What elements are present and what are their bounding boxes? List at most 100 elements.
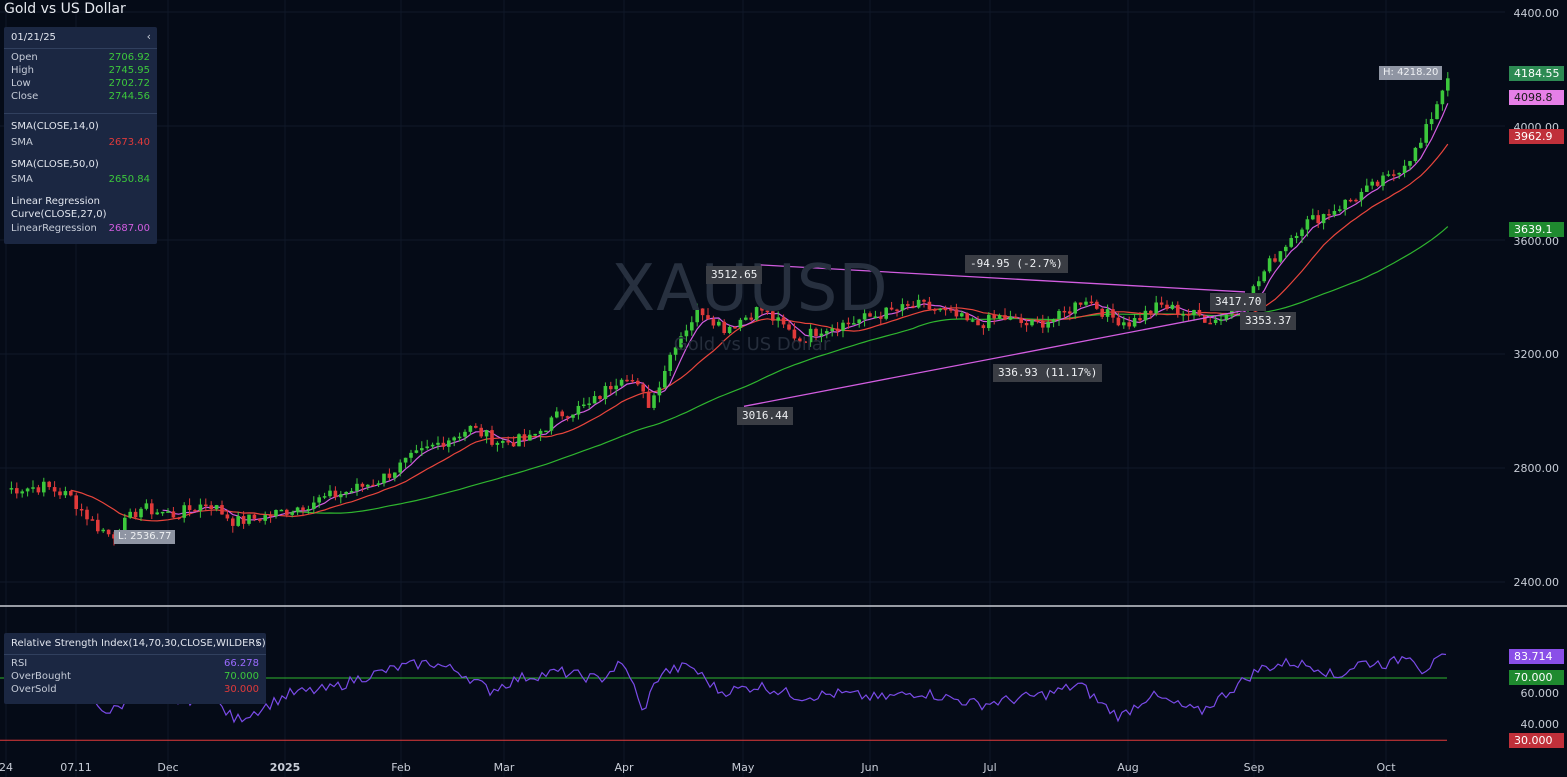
candle-body — [484, 430, 489, 437]
candle — [906, 300, 910, 310]
candle — [1186, 308, 1191, 322]
sma14-name: SMA(CLOSE,14,0) — [11, 121, 99, 132]
candle — [1370, 178, 1374, 190]
candle-body — [560, 411, 564, 417]
rsi-y-tick-label: 60.000 — [1520, 687, 1560, 700]
rsi-collapse-chevron-icon[interactable]: ‹ — [255, 636, 260, 649]
candle — [133, 508, 138, 520]
candle-body — [717, 321, 721, 326]
candle-body — [441, 442, 446, 447]
candle-body — [344, 491, 348, 495]
candle-body — [781, 317, 786, 325]
candle-body — [571, 414, 575, 418]
candle-body — [1381, 175, 1385, 186]
candle — [1284, 244, 1288, 259]
candle-body — [236, 516, 240, 526]
candle-body — [452, 437, 456, 441]
candle — [306, 505, 311, 514]
candle-body — [295, 507, 300, 513]
candle — [976, 315, 980, 326]
candle-body — [290, 512, 294, 515]
candle-body — [630, 379, 635, 382]
candle-body — [306, 509, 311, 511]
candle — [900, 298, 905, 317]
candle — [166, 508, 170, 513]
candle-body — [1262, 271, 1266, 282]
candle — [841, 319, 845, 338]
candle — [598, 395, 602, 402]
candle-body — [668, 354, 672, 372]
candle-body — [1138, 318, 1142, 321]
candle-body — [322, 496, 327, 498]
candle-body — [1354, 199, 1358, 202]
candle-body — [1359, 191, 1364, 201]
candle-body — [268, 515, 273, 517]
candle-body — [684, 330, 689, 337]
rsi-value-row: RSI 66.278 — [11, 658, 259, 669]
candle-body — [1159, 302, 1164, 305]
candle — [814, 327, 818, 342]
x-tick-label: Aug — [1117, 761, 1139, 774]
candle-body — [803, 341, 807, 343]
upper-trend-end-label: 3417.70 — [1210, 293, 1267, 311]
linreg-row: LinearRegression 2687.00 — [11, 223, 150, 234]
high-label: H: 4218.20 — [1379, 66, 1443, 80]
candle-body — [1392, 174, 1396, 176]
candle — [1273, 253, 1277, 263]
candle-body — [646, 391, 651, 408]
candle-body — [1257, 281, 1261, 287]
candle — [981, 323, 986, 335]
collapse-chevron-icon[interactable]: ‹ — [146, 30, 151, 43]
candle-body — [776, 317, 780, 321]
candle — [20, 489, 24, 498]
candles-group — [9, 72, 1450, 546]
candle-body — [787, 324, 791, 330]
upper-trendline — [759, 264, 1246, 293]
candle — [355, 478, 359, 496]
candle-body — [376, 483, 381, 486]
candle — [587, 397, 591, 410]
candle-body — [1278, 251, 1283, 262]
candle — [1332, 204, 1337, 218]
candle — [1267, 255, 1272, 274]
candle-body — [150, 503, 154, 515]
candle-body — [960, 313, 964, 317]
lower-trend-change-label: 336.93 (11.17%) — [993, 364, 1103, 382]
candle — [490, 425, 494, 447]
sma14-price-tag: 3962.9 — [1509, 129, 1564, 144]
candle — [992, 310, 996, 325]
candle-body — [544, 430, 548, 433]
candle — [733, 325, 737, 329]
candle — [1100, 307, 1104, 319]
candle-body — [403, 457, 408, 463]
candle-body — [47, 481, 51, 488]
candle — [700, 308, 705, 321]
last-price-tag: 4184.55 — [1509, 66, 1564, 81]
linreg-line — [162, 103, 1449, 521]
candle — [74, 492, 78, 516]
candle-body — [31, 487, 35, 489]
candle-body — [965, 313, 969, 321]
candle — [663, 365, 667, 389]
candle-body — [1343, 199, 1347, 210]
candle — [852, 316, 856, 325]
candle — [474, 423, 478, 429]
candle-body — [976, 320, 980, 326]
candle-body — [1186, 314, 1191, 316]
candle — [1208, 317, 1212, 325]
candle-body — [1073, 302, 1077, 314]
candle — [517, 433, 521, 447]
candle — [333, 486, 338, 501]
candle — [295, 506, 300, 516]
candle — [857, 318, 861, 328]
candle — [1402, 159, 1407, 178]
candle — [879, 311, 883, 326]
candle — [1089, 295, 1094, 306]
candle — [1014, 313, 1018, 319]
candle — [63, 486, 68, 499]
candle-body — [20, 491, 24, 494]
candle-body — [1429, 119, 1434, 125]
candle — [447, 437, 451, 453]
candle-body — [155, 512, 159, 515]
